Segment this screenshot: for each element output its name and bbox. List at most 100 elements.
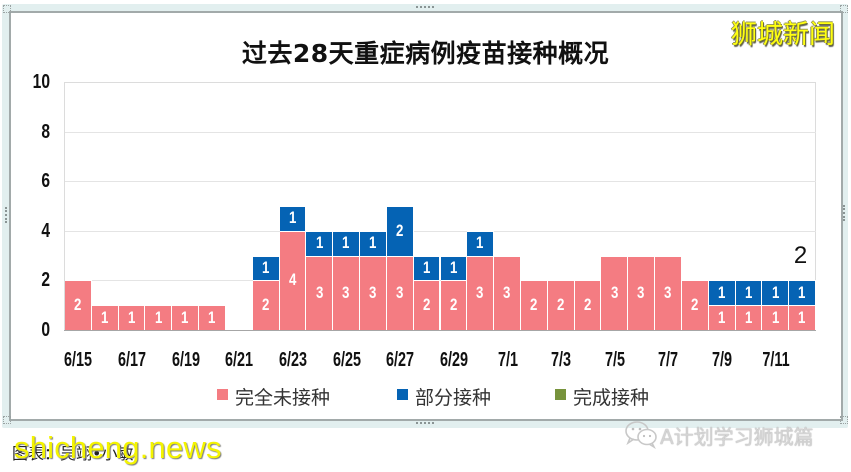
data-label: 3 [315, 282, 323, 302]
bar-segment: 1 [789, 305, 816, 330]
data-label: 1 [771, 282, 779, 302]
resize-handle-top-left[interactable] [3, 5, 11, 13]
bar: 1 [145, 82, 173, 330]
x-tick-label: 6/25 [332, 349, 361, 371]
resize-handle-right[interactable] [843, 205, 845, 221]
bar: 3 [628, 82, 656, 330]
bar: 2 [520, 82, 548, 330]
y-tick-label: 0 [41, 319, 50, 341]
bar: 1 [91, 82, 119, 330]
data-label: 1 [181, 307, 189, 327]
y-tick-label: 4 [41, 219, 50, 242]
bar-segment: 1 [467, 230, 495, 256]
x-tick-label: 6/17 [118, 349, 147, 371]
bar: 2 [547, 82, 575, 330]
bar: 1 [172, 82, 200, 330]
data-label: 2 [74, 295, 82, 315]
bar: 2 [681, 82, 709, 330]
bar-segment: 1 [708, 305, 736, 330]
data-label: 1 [744, 282, 753, 302]
bar-segment: 1 [333, 230, 361, 256]
wechat-icon [625, 421, 657, 449]
y-tick-label: 6 [41, 170, 50, 193]
data-label: 1 [422, 258, 431, 277]
data-label: 1 [476, 233, 484, 253]
data-label: 1 [315, 233, 323, 253]
x-tick-label: 7/5 [604, 349, 625, 371]
bar-segment: 2 [386, 206, 414, 256]
data-label: 1 [798, 307, 806, 327]
data-label: 1 [288, 208, 297, 228]
data-label: 2 [396, 220, 404, 240]
bar-segment: 1 [145, 305, 173, 330]
bar: 3 [655, 82, 682, 330]
chart-title: 过去28天重症病例疫苗接种概况 [241, 39, 610, 68]
legend-swatch-unvaccinated [217, 389, 228, 400]
data-label: 1 [717, 307, 726, 327]
x-tick-label: 6/19 [171, 349, 200, 371]
data-label: 2 [583, 295, 592, 315]
gridline [65, 230, 816, 232]
data-label: 1 [342, 233, 350, 253]
bar-segment: 1 [735, 305, 763, 330]
data-label: 3 [369, 282, 377, 302]
brand-watermark-top: 狮城新闻 [731, 20, 836, 50]
resize-handle-bottom-right[interactable] [840, 416, 848, 424]
data-label: 1 [261, 258, 270, 277]
legend-label: 完全未接种 [235, 387, 331, 409]
bar: 3 [601, 82, 629, 330]
bar-segment: 2 [547, 280, 575, 330]
data-label: 3 [503, 282, 511, 302]
data-label: 2 [261, 295, 270, 315]
data-label: 2 [449, 295, 458, 315]
data-label: 1 [449, 258, 458, 277]
bar-segment: 1 [252, 255, 280, 281]
data-label: 1 [744, 307, 753, 327]
resize-handle-top-right[interactable] [840, 5, 848, 13]
data-label: 3 [610, 282, 619, 302]
x-tick-label: 6/21 [225, 349, 254, 371]
legend-label: 部分接种 [415, 387, 492, 409]
bar-segment: 3 [386, 255, 414, 330]
bar-segment: 3 [333, 255, 361, 330]
bar: 2 [65, 82, 92, 330]
bar-segment: 2 [413, 280, 441, 330]
bar-segment: 1 [762, 305, 790, 330]
bar-segment: 1 [708, 280, 736, 306]
resize-handle-top[interactable] [416, 6, 434, 8]
resize-handle-bottom[interactable] [416, 422, 434, 424]
data-label: 2 [422, 295, 431, 315]
bar-segment: 1 [91, 305, 119, 330]
bar-segment: 3 [601, 255, 629, 330]
x-tick-label: 6/29 [439, 349, 468, 371]
data-label: 2 [530, 295, 538, 315]
gridline [65, 181, 816, 183]
bar-segment: 1 [172, 305, 200, 330]
data-label: 1 [127, 307, 136, 327]
bar: 1 [199, 82, 226, 330]
data-label: 3 [342, 282, 350, 302]
bar [226, 82, 253, 330]
data-label: 3 [637, 282, 645, 302]
bar-segment: 1 [360, 230, 387, 256]
bar-segment: 4 [279, 230, 307, 330]
bar-segment: 1 [413, 255, 441, 281]
data-label: 3 [664, 282, 672, 302]
bar-segment: 1 [762, 280, 790, 306]
y-tick-label: 8 [41, 120, 50, 143]
data-label: 1 [717, 282, 726, 302]
bar-segment: 1 [735, 280, 763, 306]
bar-segment: 1 [199, 305, 226, 330]
bar-segment: 3 [628, 255, 656, 330]
chart-source-credit: 图表：吴翊•小敏 [12, 444, 134, 463]
resize-handle-bottom-left[interactable] [3, 416, 11, 424]
resize-handle-left[interactable] [5, 207, 7, 223]
data-label: 1 [208, 307, 216, 327]
